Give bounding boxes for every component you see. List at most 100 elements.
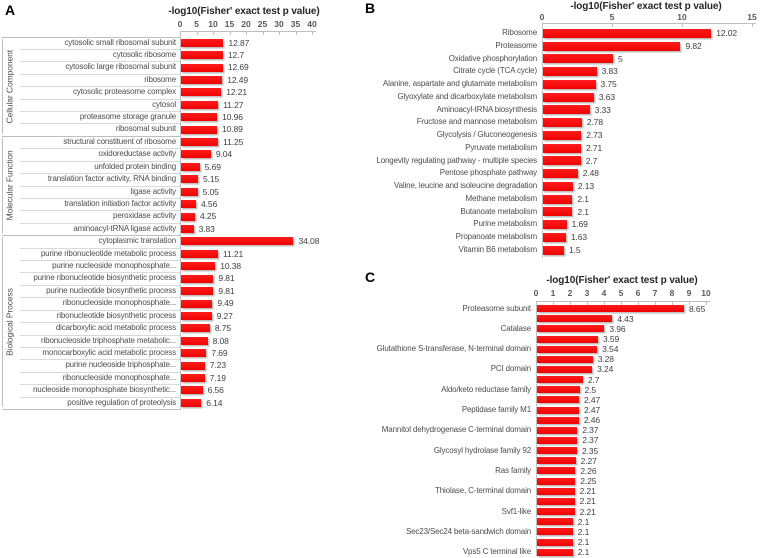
row-separator-line	[20, 297, 180, 299]
x-axis-tick-label: 15	[747, 12, 757, 22]
bar	[181, 249, 218, 258]
category-label: Vps5 C terminal like	[462, 547, 531, 557]
bar	[537, 416, 579, 424]
x-axis-line	[180, 31, 316, 32]
group-boundary-line	[2, 409, 180, 411]
x-axis-tick	[262, 31, 264, 35]
bar	[181, 63, 223, 72]
value-label: 9.81	[218, 273, 235, 284]
x-axis-tick-label: 20	[241, 19, 251, 29]
value-label: 3.83	[601, 66, 618, 77]
bar	[537, 497, 575, 505]
value-label: 3.59	[603, 333, 620, 344]
x-axis-tick	[752, 23, 753, 27]
category-label: structural constituent of ribosome	[63, 136, 176, 146]
panel-letter-b: B	[365, 0, 376, 16]
category-label: Citrate cycle (TCA cycle)	[453, 66, 537, 76]
value-label: 2.1	[577, 193, 589, 204]
bar	[181, 113, 218, 122]
panel-b-axis-title: -log10(Fisher' exact test p value)	[570, 1, 722, 12]
bar	[543, 118, 582, 128]
category-label: Catalase	[500, 323, 532, 333]
row-separator-line	[20, 61, 180, 63]
category-label: Methane metabolism	[465, 193, 537, 203]
row-separator-line	[20, 73, 180, 75]
bar	[181, 125, 217, 134]
category-label: unfolded protein binding	[94, 161, 176, 171]
row-separator-line	[20, 86, 180, 88]
x-axis-tick-label: 0	[177, 19, 183, 29]
row-separator-line	[20, 347, 180, 348]
category-label: translation initiation factor activity	[64, 198, 176, 208]
value-label: 11.25	[223, 136, 244, 147]
x-axis-tick-label: 3	[584, 288, 590, 298]
row-separator-line	[20, 173, 180, 175]
x-axis-tick-label: 10	[701, 288, 711, 298]
value-label: 2.5	[584, 384, 597, 395]
bar	[543, 232, 566, 242]
category-label: nucleoside monophosphate biosynthetic...	[33, 385, 176, 395]
group-boundary-line	[2, 36, 180, 38]
bar	[181, 324, 210, 333]
group-bracket-line	[2, 137, 3, 234]
row-separator-line	[20, 334, 180, 336]
x-axis-tick	[655, 301, 656, 305]
bar	[543, 220, 567, 230]
category-label: cytosolic proteasome complex	[73, 87, 176, 97]
bar	[181, 262, 216, 271]
bar	[537, 315, 613, 323]
bar	[537, 538, 573, 546]
category-label: proteasome storage granule	[79, 112, 176, 122]
x-axis-tick	[196, 31, 198, 35]
row-separator-line	[20, 111, 180, 113]
x-axis-tick-label: 5	[194, 19, 199, 29]
value-label: 12.87	[228, 37, 250, 48]
bar	[537, 426, 578, 434]
category-label: ribosomal subunit	[115, 124, 176, 134]
row-separator-line	[20, 272, 180, 274]
value-label: 11.21	[222, 248, 244, 259]
category-label: Alanine, aspartate and glutamate metabol…	[382, 79, 537, 88]
category-label: cytosolic large ribosomal subunit	[65, 62, 176, 72]
group-bracket-line	[2, 237, 3, 408]
value-label: 3.75	[600, 79, 617, 89]
bar	[543, 169, 578, 179]
category-label: Thiolase, C-terminal domain	[435, 486, 531, 496]
bar	[537, 528, 573, 536]
value-label: 12.02	[716, 28, 738, 38]
row-separator-line	[20, 247, 180, 249]
x-axis-tick	[612, 23, 613, 27]
value-label: 1.5	[569, 244, 581, 255]
row-separator-line	[20, 359, 180, 361]
value-label: 7.23	[209, 360, 226, 371]
x-axis-tick	[689, 301, 690, 305]
y-axis-line	[180, 31, 181, 410]
bar	[181, 38, 224, 47]
category-label: ribonucleoside monophosphate...	[62, 298, 176, 308]
value-label: 7.69	[211, 348, 228, 358]
panel-c-axis-title: -log10(Fisher' exact test p value)	[546, 275, 698, 286]
value-label: 3.63	[598, 91, 615, 102]
bar	[181, 150, 211, 159]
value-label: 9.82	[685, 40, 702, 51]
category-label: Sec23/Sec24 beta-sandwich domain	[405, 526, 531, 536]
bar	[537, 477, 576, 485]
bar	[543, 54, 613, 64]
value-label: 3.28	[597, 354, 614, 365]
bar	[181, 138, 219, 147]
value-label: 2.48	[582, 168, 599, 179]
x-axis-tick	[604, 301, 605, 305]
value-label: 8.08	[212, 335, 229, 346]
value-label: 3.54	[602, 344, 619, 355]
category-label: Glycosyl hydrolase family 92	[433, 445, 531, 455]
category-label: ribosome	[144, 74, 176, 84]
value-label: 6.14	[206, 397, 223, 408]
category-label: Fructose and mannose metabolism	[416, 117, 537, 127]
value-label: 4.56	[201, 198, 218, 209]
value-label: 2.27	[580, 455, 597, 466]
row-separator-line	[20, 48, 180, 50]
bar	[181, 200, 197, 209]
category-label: Butanoate metabolism	[460, 206, 537, 216]
panel-letter-c: C	[365, 269, 376, 285]
category-label: Vitamin B6 metabolism	[458, 244, 537, 254]
